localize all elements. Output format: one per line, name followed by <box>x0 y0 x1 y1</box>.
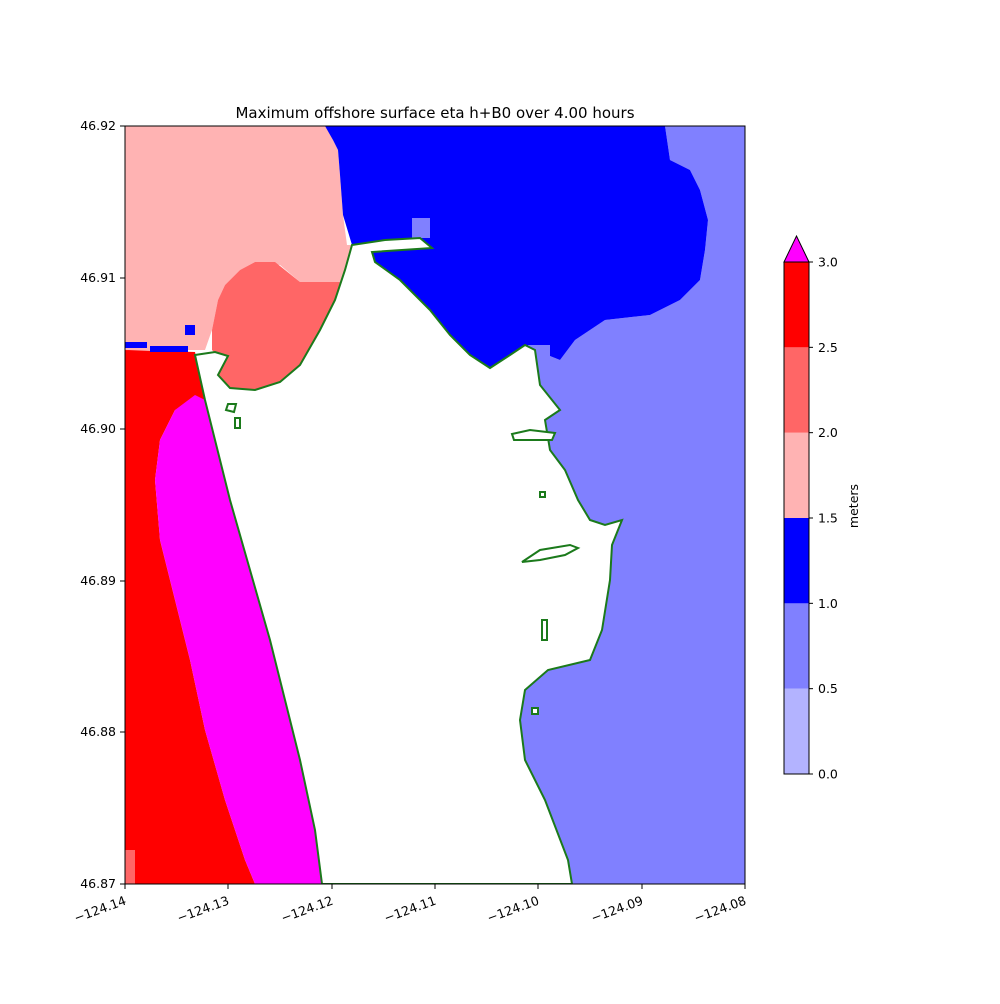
plot-title: Maximum offshore surface eta h+B0 over 4… <box>235 104 634 122</box>
x-tick-label: −124.13 <box>175 893 231 926</box>
x-tick-label: −124.08 <box>692 893 748 926</box>
colorbar-tick-label: 3.0 <box>818 255 838 270</box>
colorbar-label: meters <box>846 484 861 528</box>
colorbar-extend-arrow <box>783 234 810 263</box>
colorbar-tick-label: 2.0 <box>818 425 838 440</box>
colorbar-band <box>784 688 809 774</box>
region-2p0-2p5 <box>212 262 340 390</box>
colorbar-band <box>784 603 809 689</box>
colorbar-tick-label: 1.5 <box>818 511 838 526</box>
colorbar-tick-label: 0.0 <box>818 767 838 782</box>
x-tick-label: −124.14 <box>72 893 128 926</box>
x-axis: −124.14 −124.13 −124.12 −124.11 −124.10 … <box>72 884 748 925</box>
region-1p5-2p0 <box>125 126 352 350</box>
y-tick-label: 46.92 <box>80 118 116 133</box>
y-tick-label: 46.87 <box>80 876 116 891</box>
colorbar-band <box>784 432 809 518</box>
colorbar-band <box>784 262 809 348</box>
shoreline <box>193 236 624 884</box>
region-2p5-3p0 <box>125 350 255 884</box>
x-tick-label: −124.12 <box>279 893 335 926</box>
region-0p5-1p0 <box>520 126 745 884</box>
region-1p0-1p5 <box>325 126 708 368</box>
x-tick-label: −124.09 <box>589 893 645 926</box>
colorbar: 0.0 0.5 1.0 1.5 2.0 2.5 3.0 meters <box>783 234 861 782</box>
colorbar-band <box>784 518 809 604</box>
colorbar-tick-label: 2.5 <box>818 340 838 355</box>
colorbar-tick-label: 1.0 <box>818 596 838 611</box>
y-tick-label: 46.88 <box>80 724 116 739</box>
y-tick-label: 46.89 <box>80 573 116 588</box>
x-tick-label: −124.10 <box>485 893 541 926</box>
y-tick-label: 46.90 <box>80 421 116 436</box>
y-tick-label: 46.91 <box>80 270 116 285</box>
y-axis: 46.87 46.88 46.89 46.90 46.91 46.92 <box>80 118 125 891</box>
colorbar-tick-label: 0.5 <box>818 681 838 696</box>
map-plot <box>124 125 746 885</box>
region-over-3p0 <box>155 395 325 884</box>
colorbar-band <box>784 347 809 433</box>
x-tick-label: −124.11 <box>382 893 438 926</box>
